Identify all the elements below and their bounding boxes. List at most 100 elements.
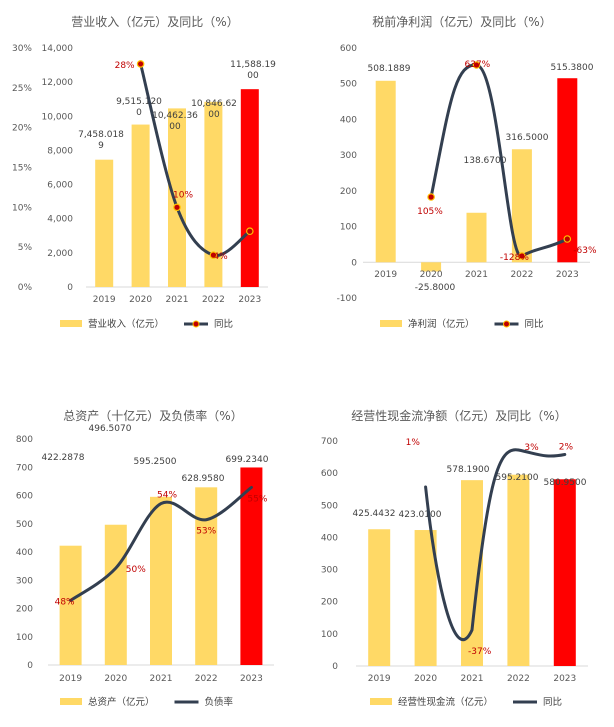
x-tick-label: 2022 [195,674,218,684]
line-point-marker [518,252,526,260]
y2-tick-label: 10% [12,203,32,213]
bar-2019 [368,529,391,666]
y-tick-label: 14,000 [42,44,74,54]
y-tick-label: 800 [16,435,33,445]
y-tick-label: 400 [321,533,338,543]
bar-2022 [511,149,532,263]
line-point-marker [427,193,435,201]
y-tick-label: -100 [337,294,358,304]
x-tick-label: 2019 [59,674,82,684]
bar-data-label: 422.2878 [42,453,85,463]
line-series [139,62,252,257]
line-point-marker [209,251,218,259]
bar-2022 [204,101,223,287]
y-tick-label: 500 [321,501,338,511]
y-tick-label: 600 [321,469,338,479]
x-tick-label: 2019 [374,270,397,280]
line-data-label: 55% [247,494,267,504]
y-tick-label: 400 [16,548,33,558]
y-tick-label: 0 [332,662,338,672]
legend-bar-label: 净利润（亿元） [408,318,475,330]
line-data-label: 50% [126,565,146,575]
bar-2020 [104,524,127,665]
bar-data-label: 11,588.19 00 [230,60,276,81]
chart-title: 税前净利润（亿元）及同比（%） [372,14,551,29]
line-data-label: 54% [157,491,177,501]
x-tick-label: 2021 [465,270,488,280]
legend-bar-swatch [380,320,402,327]
line-series [69,485,253,602]
x-tick-label: 2022 [507,674,530,684]
line-point-marker [136,60,145,68]
bar-data-label: 425.4432 [353,509,396,519]
x-tick-label: 2021 [150,674,173,684]
x-tick-label: 2020 [129,295,152,305]
y-tick-label: 0 [351,258,357,268]
y-tick-label: 600 [340,44,357,54]
bar-data-label: 580.9500 [544,478,587,488]
y-tick-label: 12,000 [42,78,74,88]
line-data-label: -37% [468,647,492,657]
legend-bar-label: 总资产（亿元） [88,696,155,708]
bar-data-label: 628.9580 [182,474,225,484]
x-tick-label: 2023 [556,270,579,280]
line-data-label: -63% [573,246,597,256]
line-point-marker [173,203,181,212]
legend-line-label: 同比 [525,318,544,330]
y2-tick-label: 0% [18,283,33,293]
bar-2021 [461,480,483,666]
line-data-label: 3% [524,443,539,453]
line-data-label: 48% [55,597,75,607]
x-tick-label: 2019 [93,295,116,305]
y-tick-label: 4,000 [47,215,73,225]
line-point-marker [472,61,481,69]
bar-data-label: 138.6700 [464,156,507,166]
legend-bar-swatch [60,320,82,327]
y-tick-label: 300 [16,576,33,586]
chart-title: 经营性现金流净额（亿元）及同比（%） [351,408,566,423]
y-tick-label: 100 [321,630,338,640]
bar-data-label: 595.2100 [496,473,539,483]
x-tick-label: 2020 [414,674,437,684]
chart-title: 营业收入（亿元）及同比（%） [71,14,238,29]
bar-data-label: 316.5000 [506,133,549,143]
y2-tick-label: 25% [12,84,32,94]
x-tick-label: 2023 [553,674,576,684]
line-data-label: 28% [115,61,135,71]
line-data-label: 2% [559,443,574,453]
bar-2023 [553,479,576,666]
y-tick-label: 6,000 [47,181,73,191]
y-tick-label: 400 [340,115,357,125]
legend-line-label: 同比 [214,318,233,330]
bar-data-label: 423.0100 [399,510,442,520]
y-tick-label: 2,000 [47,249,73,259]
legend-bar-swatch [370,698,392,705]
bar-2021 [168,108,186,287]
x-tick-label: 2020 [104,674,127,684]
y2-tick-label: 15% [12,164,32,174]
line-data-label: 53% [196,527,216,537]
bar-2020 [131,124,150,287]
line-data-label: 10% [173,190,193,200]
bar-2021 [150,496,172,665]
y-tick-label: 10,000 [42,112,74,122]
line-data-label: 637% [465,60,491,70]
chart-title: 总资产（十亿元）及负债率（%） [63,408,242,423]
line-data-label: 4% [213,252,228,262]
line-series [424,448,567,642]
bar-2020 [414,530,437,666]
bar-2019 [59,545,82,665]
bar-data-label: 496.5070 [89,424,132,434]
x-tick-label: 2021 [461,674,484,684]
x-tick-label: 2019 [368,674,391,684]
bar-2019 [95,159,114,287]
x-tick-label: 2023 [238,295,261,305]
bar-2021 [466,212,487,263]
bar-2020 [421,262,442,272]
x-tick-label: 2022 [202,295,225,305]
legend-line-marker [503,320,510,328]
y-tick-label: 100 [16,633,33,643]
y-tick-label: 200 [340,187,357,197]
y-tick-label: 0 [27,661,33,671]
